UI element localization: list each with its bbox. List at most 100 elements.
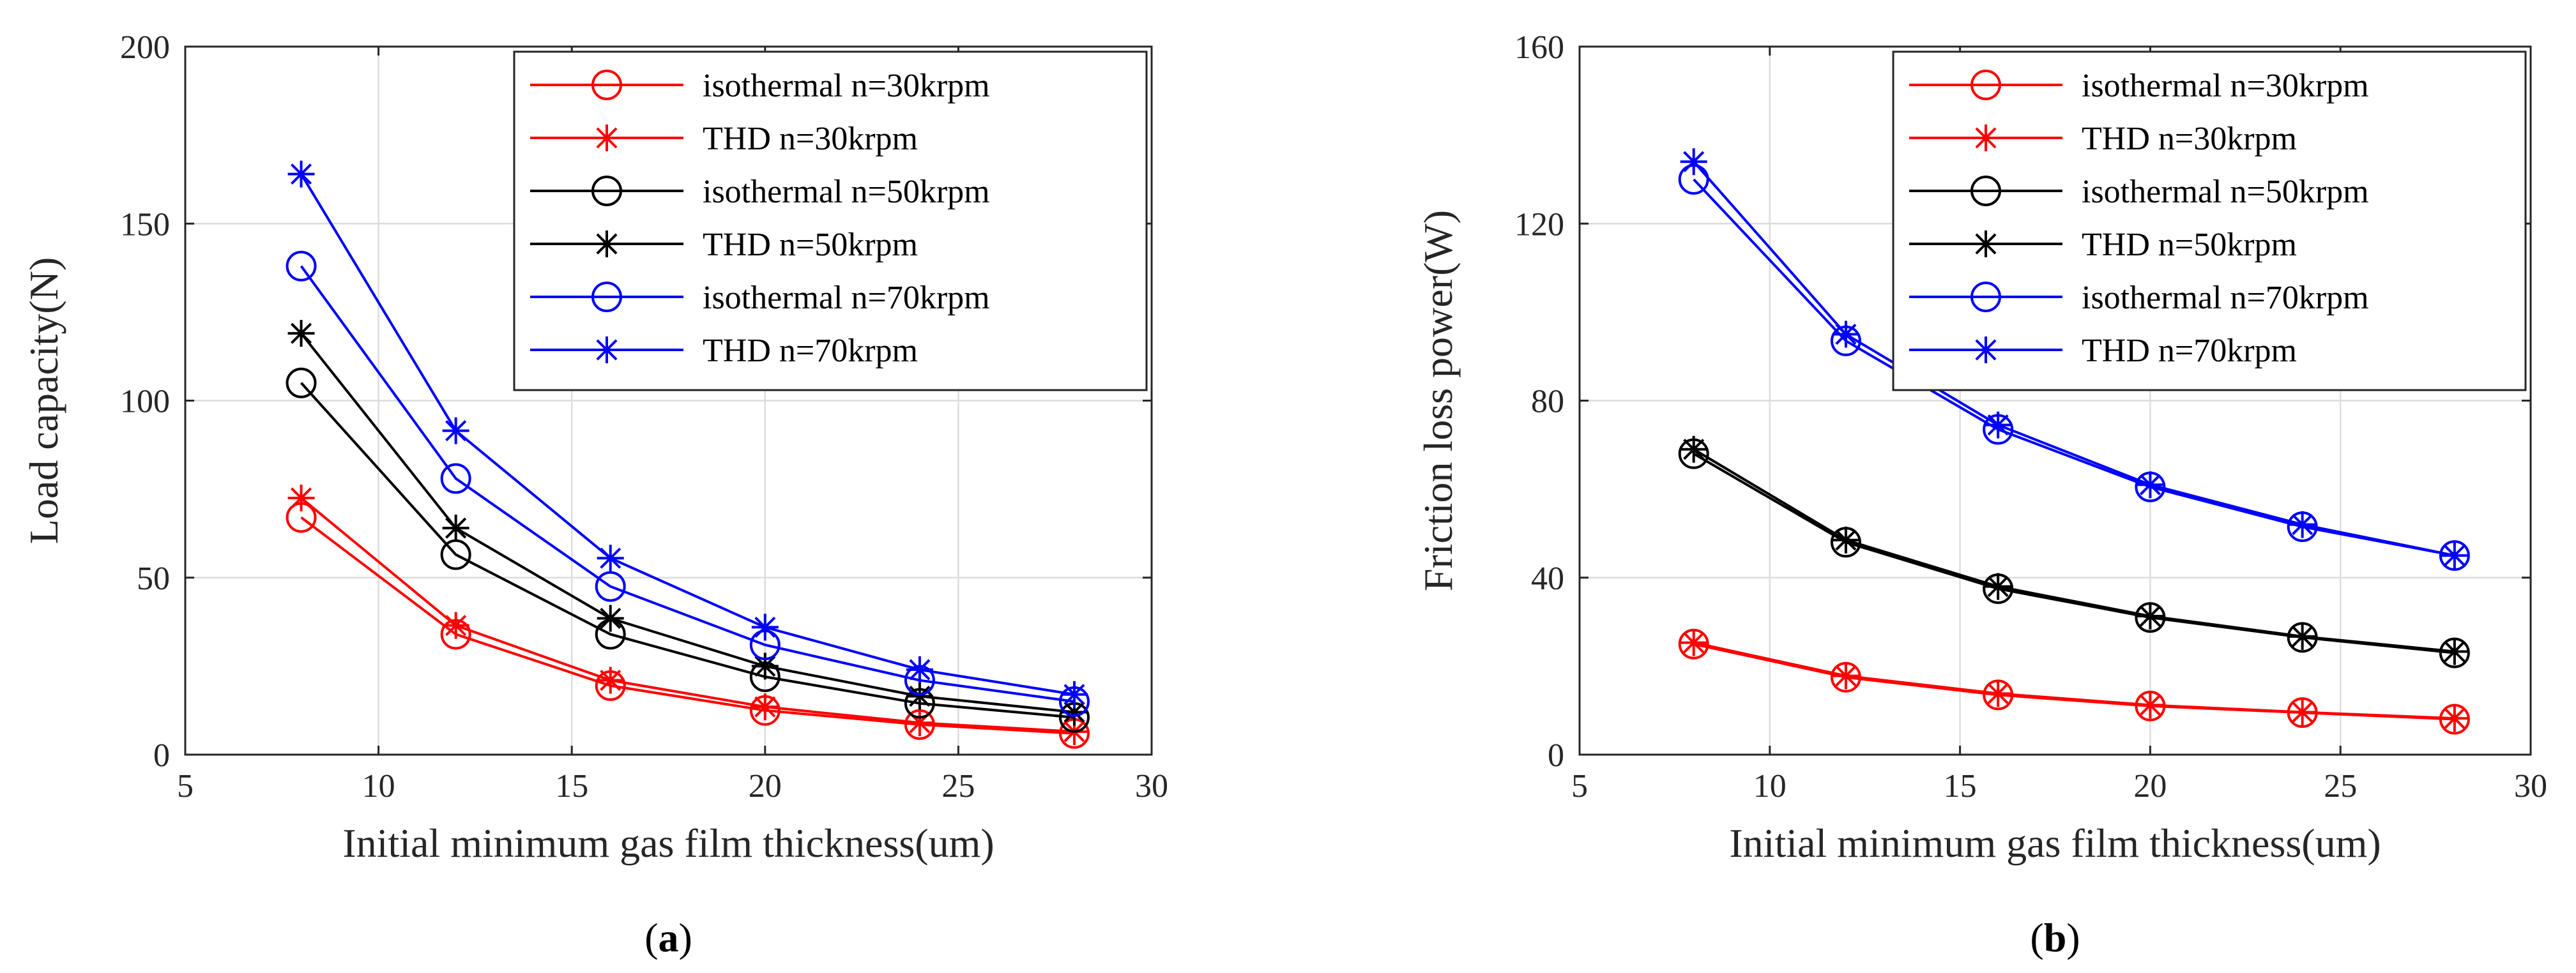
panel-a-x-tick-label: 25 <box>941 768 975 804</box>
panel-a-series-4-point-circle-marker <box>440 463 471 494</box>
panel-b-series-5-point-asterisk-marker <box>2137 471 2164 499</box>
panel-b-series-5-line <box>1693 160 2455 557</box>
panel-b-series-3-point-asterisk-marker <box>1680 435 1707 463</box>
panel-b-series-5-point-asterisk-marker <box>1832 321 1859 348</box>
panel-b-x-tick-label: 10 <box>1753 768 1787 804</box>
panel-b-series-1-point-asterisk-marker <box>2441 705 2468 732</box>
panel-b-series-5-point-asterisk-marker <box>1985 411 2012 439</box>
panel-b-y-axis-label: Friction loss power(W) <box>1415 210 1461 591</box>
panel-a-series-1-point-asterisk-marker <box>597 667 624 694</box>
panel-a-series-3-point-asterisk-marker <box>906 683 933 710</box>
panel-a-series-1-point-asterisk-marker <box>442 612 469 639</box>
panel-b-x-tick-label: 20 <box>2133 768 2167 804</box>
panel-a-series-5-point-asterisk-marker <box>751 614 779 641</box>
panel-b-x-tick-label: 15 <box>1944 768 1977 804</box>
panel-b-series-1-line <box>1693 641 2455 720</box>
panel-a-legend-entry-3-asterisk-marker <box>593 230 620 257</box>
panel-b-y-tick-label: 0 <box>1548 737 1564 774</box>
panel-b-x-axis-label: Initial minimum gas film thickness(um) <box>1729 820 2381 866</box>
panel-a-series-3-point-asterisk-marker <box>442 515 469 542</box>
panel-b-series-1-point-asterisk-marker <box>1680 629 1707 656</box>
panel-a-series-2-point-circle-marker <box>286 367 317 398</box>
panel-b-x-tick-label: 5 <box>1571 768 1588 804</box>
panel-a-y-tick-label: 100 <box>120 384 170 420</box>
panel-b-legend-entry-1-label: THD n=30krpm <box>2082 121 2297 157</box>
panel-b-legend-entry-4-label: isothermal n=70krpm <box>2082 280 2369 316</box>
panel-a-series-3-point-asterisk-marker <box>287 320 315 347</box>
panel-a-x-tick-label: 5 <box>177 768 194 804</box>
panel-b-series-5-point-asterisk-marker <box>2441 542 2468 569</box>
panel-a-legend-entry-2-label: isothermal n=50krpm <box>703 174 990 210</box>
panel-a-x-tick-label: 30 <box>1135 768 1168 804</box>
panel-b-legend-entry-0-circle-marker <box>1970 70 2001 100</box>
panel-b-caption: (b) <box>2030 915 2080 960</box>
panel-a-series-5-point-asterisk-marker <box>906 656 933 683</box>
panel-b: 5 10 15 20 25 30 0 40 80 120 160 isothermal n=30k… <box>1415 29 2547 960</box>
panel-b-series-1-point-asterisk-marker <box>1832 662 1859 690</box>
panel-b-y-tick-label: 120 <box>1514 206 1564 243</box>
panel-b-series-1-point-asterisk-marker <box>1985 680 2012 707</box>
panel-b-series-3-point-asterisk-marker <box>2441 638 2468 665</box>
panel-a-series-2-line <box>300 382 1075 719</box>
panel-a-y-tick-label: 200 <box>120 29 170 66</box>
panel-a-legend-entry-4-circle-marker <box>591 282 622 312</box>
panel-a-series-1-line <box>300 497 1075 733</box>
panel-a-series-5-point-asterisk-marker <box>442 417 469 444</box>
panel-a-y-tick-label: 0 <box>153 737 170 774</box>
panel-b-series-5-point-asterisk-marker <box>2289 511 2316 538</box>
panel-b-series-4-point-circle-marker <box>2439 540 2470 571</box>
panel-a-x-tick-label: 10 <box>362 768 395 804</box>
panel-b-legend-entry-2-circle-marker <box>1970 176 2001 206</box>
panel-a-series-3-line <box>300 332 1075 714</box>
panel-a-y-tick-label: 50 <box>137 561 170 597</box>
panel-b-series-3-point-asterisk-marker <box>2137 603 2164 630</box>
panel-a: 5 10 15 20 25 30 0 50 100 150 200 isothermal n=30… <box>21 29 1168 960</box>
panel-b-legend-entry-4-circle-marker <box>1970 282 2001 312</box>
panel-a-legend-entry-5-label: THD n=70krpm <box>703 333 918 369</box>
panel-b-legend-entry-5-label: THD n=70krpm <box>2082 333 2297 369</box>
panel-b-y-tick-label: 160 <box>1514 29 1564 66</box>
panel-a-series-1-point-asterisk-marker <box>287 484 315 511</box>
panel-b-caption-letter: b <box>2044 915 2067 960</box>
panel-a-series-3-point-asterisk-marker <box>751 652 779 680</box>
panel-a-series-5-point-asterisk-marker <box>1060 681 1088 708</box>
panel-b-series-3-point-asterisk-marker <box>1832 526 1859 554</box>
panel-a-legend-entry-2-circle-marker <box>591 176 622 206</box>
panel-a-x-axis-label: Initial minimum gas film thickness(um) <box>342 820 994 866</box>
panel-a-legend-entry-0-label: isothermal n=30krpm <box>703 68 990 104</box>
panel-b-legend-entry-1-asterisk-marker <box>1972 124 1999 151</box>
panel-b-legend-box <box>1892 50 2527 391</box>
panel-a-series-1-point-asterisk-marker <box>751 693 779 721</box>
panel-b-x-tick-label: 25 <box>2324 768 2357 804</box>
panel-a-series-5-line <box>300 173 1075 696</box>
panel-a-legend-entry-3-label: THD n=50krpm <box>703 227 918 263</box>
panel-a-caption-letter: a <box>659 915 679 960</box>
panel-b-series-3-point-asterisk-marker <box>2289 622 2316 650</box>
panel-a-series-4-point-circle-marker <box>286 250 317 282</box>
panel-b-series-3-line <box>1693 448 2455 653</box>
panel-a-x-tick-label: 15 <box>555 768 588 804</box>
panel-a-legend-entry-1-asterisk-marker <box>593 124 620 151</box>
panel-b-x-tick-label: 30 <box>2514 768 2547 804</box>
panel-a-series-4-line <box>300 265 1075 703</box>
panel-b-series-1-point-asterisk-marker <box>2289 698 2316 726</box>
panel-a-legend-entry-5-asterisk-marker <box>593 336 620 363</box>
panel-a-series-3-point-asterisk-marker <box>1060 698 1088 726</box>
panel-b-legend-entry-2-label: isothermal n=50krpm <box>2082 174 2369 210</box>
panel-b-legend-entry-3-asterisk-marker <box>1972 230 1999 257</box>
panel-a-series-5-point-asterisk-marker <box>597 545 624 572</box>
panel-a-series-0-line <box>300 516 1075 735</box>
panel-b-legend-entry-3-label: THD n=50krpm <box>2082 227 2297 263</box>
panel-b-y-tick-label: 40 <box>1531 561 1564 597</box>
panel-a-legend-entry-4-label: isothermal n=70krpm <box>703 280 990 316</box>
panel-b-y-tick-label: 80 <box>1531 384 1564 420</box>
panel-b-legend-entry-0-label: isothermal n=30krpm <box>2082 68 2369 104</box>
panel-a-series-4-point-circle-marker <box>595 571 626 602</box>
panel-a-y-tick-label: 150 <box>120 206 170 243</box>
panel-a-legend-entry-1-label: THD n=30krpm <box>703 121 918 157</box>
panel-a-y-axis-label: Load capacity(N) <box>21 257 66 545</box>
panel-b-series-4-line <box>1693 178 2455 557</box>
panel-b-legend-entry-5-asterisk-marker <box>1972 336 1999 363</box>
panel-b-series-1-point-asterisk-marker <box>2137 691 2164 719</box>
